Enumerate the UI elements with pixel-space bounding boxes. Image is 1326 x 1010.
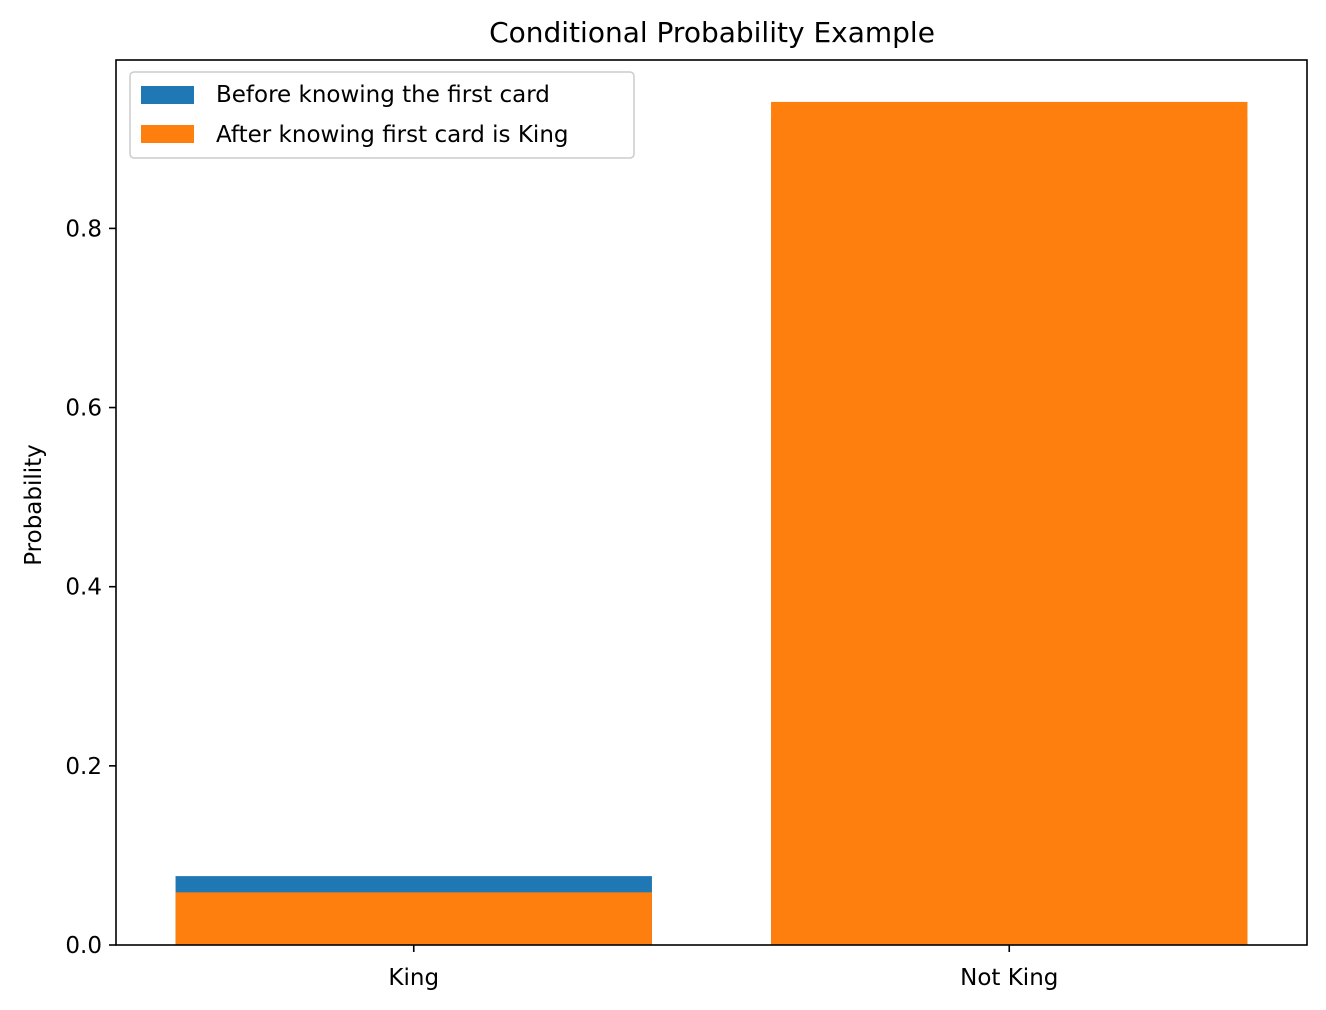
legend-label-before: Before knowing the first card	[216, 82, 550, 108]
y-tick-label: 0.2	[65, 754, 102, 780]
x-tick-label-not-king: Not King	[960, 965, 1058, 991]
legend-swatch-before	[141, 86, 194, 104]
legend-label-after: After knowing first card is King	[216, 122, 569, 148]
y-axis: 0.0 0.2 0.4 0.6 0.8	[65, 216, 116, 959]
x-tick-label-king: King	[388, 965, 439, 991]
legend: Before knowing the first card After know…	[129, 71, 635, 159]
bar-king-series-1	[175, 892, 652, 945]
bar-not-king-series-1	[771, 101, 1248, 946]
bars	[175, 101, 1248, 946]
plot-frame	[115, 59, 1308, 946]
y-axis-label: Probability	[21, 444, 47, 566]
x-axis: King Not King	[388, 945, 1058, 991]
y-tick-label: 0.0	[65, 933, 102, 959]
y-tick-label: 0.4	[65, 575, 102, 601]
y-tick-label: 0.8	[65, 216, 102, 242]
y-tick-label: 0.6	[65, 396, 102, 422]
legend-box	[129, 71, 635, 159]
chart-title: Conditional Probability Example	[489, 16, 935, 49]
legend-swatch-after	[141, 125, 194, 143]
